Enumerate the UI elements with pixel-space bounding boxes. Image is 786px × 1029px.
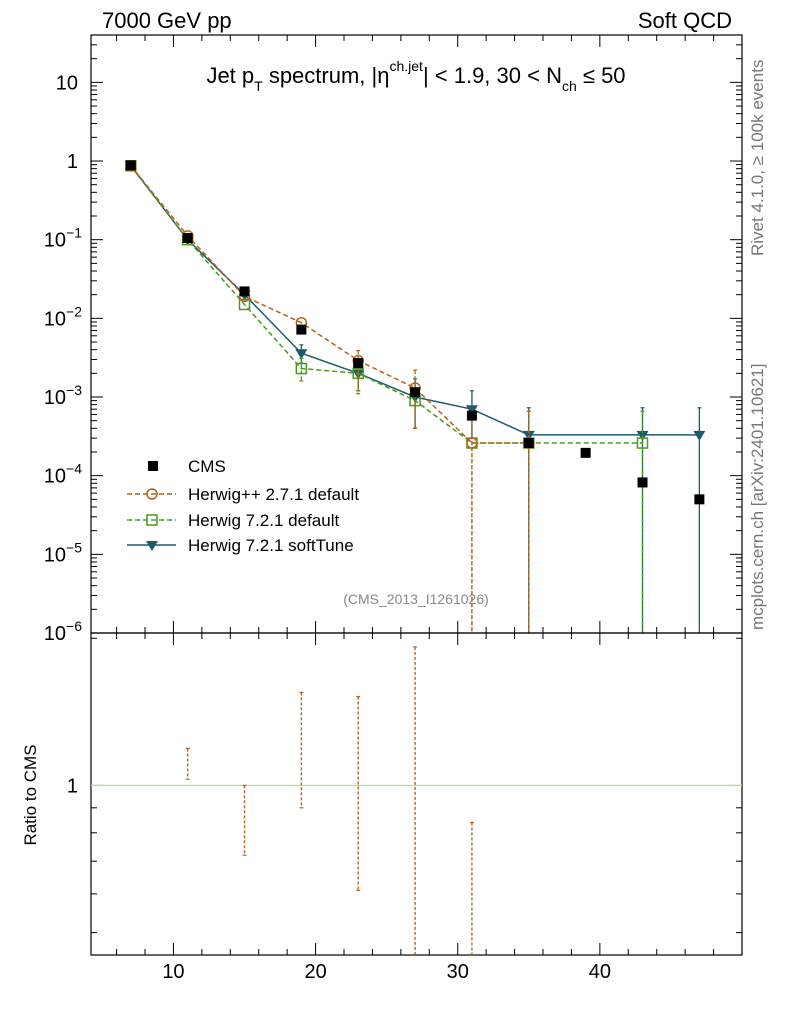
energy-label: 7000 GeV pp (102, 8, 232, 33)
ratio-plot-area: 10 20 30 40 1 (67, 632, 743, 983)
y-tick-label: 10−6 (44, 618, 82, 645)
series-hpp (125, 160, 535, 633)
legend-marker-hpp (146, 488, 158, 500)
y-tick-label: 10−4 (44, 461, 82, 488)
legend-item-h7: Herwig 7.2.1 default (127, 511, 339, 530)
legend-label-cms: CMS (188, 457, 226, 476)
ratio-axis-label: Ratio to CMS (21, 744, 40, 845)
data-point-cms (410, 387, 421, 398)
chart-title: Jet pT spectrum, |ηch.jet| < 1.9, 30 < N… (206, 58, 625, 94)
series-h7 (125, 160, 649, 633)
data-point-h7 (238, 298, 251, 311)
legend-item-h7st: Herwig 7.2.1 softTune (127, 536, 354, 555)
legend-label-hpp: Herwig++ 2.7.1 default (188, 485, 359, 504)
y-tick-label: 10−5 (44, 539, 82, 566)
y-tick-label: 10−3 (44, 382, 82, 409)
x-tick-label: 20 (304, 961, 326, 983)
legend-label-h7st: Herwig 7.2.1 softTune (188, 536, 354, 555)
legend-item-cms: CMS (148, 457, 226, 476)
ratio-y-tick-label: 1 (67, 775, 78, 797)
data-point-cms (182, 233, 193, 244)
y-tick-label: 10 (56, 72, 78, 94)
legend-marker-h7st (146, 541, 158, 551)
process-label: Soft QCD (638, 8, 732, 33)
data-point-h7st (465, 405, 478, 416)
series-line-h7 (130, 165, 643, 444)
data-point-h7 (636, 437, 649, 449)
rivet-version-label: Rivet 4.1.0, ≥ 100k events (748, 59, 767, 256)
data-point-cms (125, 160, 136, 171)
y-tick-label: 1 (67, 151, 78, 173)
data-point-cms (466, 410, 477, 421)
data-point-h7st (693, 430, 706, 441)
data-point-cms (296, 324, 307, 335)
data-point-cms (239, 286, 250, 297)
legend-label-h7: Herwig 7.2.1 default (188, 511, 339, 530)
legend-marker-cms (148, 461, 158, 471)
legend-item-hpp: Herwig++ 2.7.1 default (127, 485, 359, 504)
data-point-cms (580, 447, 591, 458)
analysis-tag: (CMS_2013_I1261026) (343, 591, 489, 607)
data-point-cms (523, 438, 534, 449)
x-tick-label: 40 (589, 961, 611, 983)
legend: CMS Herwig++ 2.7.1 default Herwig 7.2.1 de… (127, 457, 359, 555)
data-point-h7 (295, 362, 308, 375)
ratio-frame (90, 632, 743, 956)
main-plot-area: 10 1 10−1 10−2 10−3 10−4 10−5 10−6 (44, 34, 743, 955)
mcplots-label: mcplots.cern.ch [arXiv:2401.10621] (748, 363, 767, 630)
data-point-cms (353, 358, 364, 369)
x-tick-label: 10 (162, 961, 184, 983)
y-tick-label: 10−2 (44, 303, 82, 330)
data-point-hpp (466, 437, 478, 449)
data-point-h7st (295, 349, 308, 360)
data-point-cms (637, 477, 648, 488)
series-cms (125, 160, 705, 505)
data-point-cms (694, 494, 705, 505)
legend-marker-h7 (146, 514, 158, 526)
y-tick-label: 10−1 (44, 225, 82, 252)
x-tick-label: 30 (447, 961, 469, 983)
series-line-hpp (130, 165, 529, 444)
